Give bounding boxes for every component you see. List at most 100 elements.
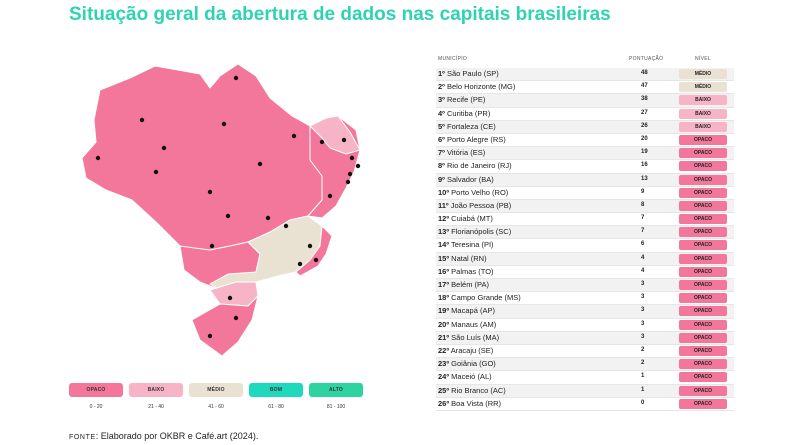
table-row: 14º Teresina (PI) 6 OPACO bbox=[436, 239, 734, 253]
row-rank: 26º bbox=[438, 398, 450, 408]
level-badge: OPACO bbox=[679, 134, 727, 145]
page-title: Situação geral da abertura de dados nas … bbox=[69, 4, 611, 25]
row-city-name: Porto Velho (RO) bbox=[449, 187, 509, 197]
level-badge: OPACO bbox=[679, 319, 727, 330]
level-badge: OPACO bbox=[679, 161, 727, 172]
table-row: 5º Fortaleza (CE) 26 BAIXO bbox=[436, 120, 734, 134]
capital-dots bbox=[95, 75, 361, 339]
table-row: 22º Aracaju (SE) 2 OPACO bbox=[436, 345, 734, 359]
row-city: 7º Vitória (ES) bbox=[438, 148, 485, 157]
legend-item: ALTO 81 - 100 bbox=[309, 383, 363, 410]
row-rank: 1º bbox=[438, 69, 445, 78]
legend-range: 0 - 20 bbox=[89, 404, 103, 410]
table-row: 16º Palmas (TO) 4 OPACO bbox=[436, 266, 734, 279]
table-row: 6º Porto Alegre (RS) 20 OPACO bbox=[436, 134, 734, 148]
table-row: 1º São Paulo (SP) 48 MÉDIO bbox=[436, 68, 734, 82]
row-score: 1 bbox=[641, 386, 645, 393]
row-score: 47 bbox=[641, 83, 648, 90]
row-city: 11º João Pessoa (PB) bbox=[438, 201, 511, 210]
legend-item: OPACO 0 - 20 bbox=[69, 383, 123, 410]
legend-item: MÉDIO 41 - 60 bbox=[189, 383, 243, 410]
table-row: 10º Porto Velho (RO) 9 OPACO bbox=[436, 187, 734, 200]
level-badge: OPACO bbox=[679, 148, 727, 159]
legend-swatch: MÉDIO bbox=[189, 383, 243, 397]
level-badge: OPACO bbox=[679, 359, 727, 370]
row-rank: 3º bbox=[438, 95, 445, 105]
row-score: 20 bbox=[641, 135, 648, 142]
row-city: 19º Macapá (AP) bbox=[438, 306, 495, 315]
row-score: 3 bbox=[641, 320, 645, 327]
table-row: 18º Campo Grande (MS) 3 OPACO bbox=[436, 292, 734, 306]
source-text: : Elaborado por OKBR e Café.art (2024). bbox=[95, 431, 259, 441]
table-row: 12º Cuiabá (MT) 7 OPACO bbox=[436, 213, 734, 227]
table-row: 19º Macapá (AP) 3 OPACO bbox=[436, 305, 734, 319]
row-city: 5º Fortaleza (CE) bbox=[438, 122, 496, 131]
capital-dot bbox=[225, 213, 231, 219]
capital-dot bbox=[139, 117, 145, 123]
map-region-baixo-ne bbox=[309, 115, 361, 155]
row-score: 7 bbox=[641, 215, 645, 222]
row-score: 3 bbox=[641, 333, 645, 340]
row-rank: 19º bbox=[438, 306, 450, 316]
table-row: 25º Rio Branco (AC) 1 OPACO bbox=[436, 384, 734, 398]
row-city-name: São Luís (MA) bbox=[449, 332, 500, 342]
table-row: 4º Curitiba (PR) 27 BAIXO bbox=[436, 108, 734, 121]
legend-item: BOM 61 - 80 bbox=[249, 383, 303, 410]
row-rank: 11º bbox=[438, 200, 449, 210]
table-row: 24º Maceió (AL) 1 OPACO bbox=[436, 371, 734, 385]
row-city-name: Cuiabá (MT) bbox=[449, 214, 493, 224]
row-city: 22º Aracaju (SE) bbox=[438, 346, 493, 355]
legend-range: 21 - 40 bbox=[148, 404, 164, 410]
row-city-name: Maceió (AL) bbox=[449, 372, 492, 382]
table-row: 23º Goiânia (GO) 2 OPACO bbox=[436, 358, 734, 372]
level-badge: BAIXO bbox=[679, 108, 727, 119]
row-score: 7 bbox=[641, 228, 645, 235]
row-score: 1 bbox=[641, 373, 645, 380]
row-score: 9 bbox=[641, 188, 645, 195]
row-score: 3 bbox=[641, 294, 645, 301]
capital-dot bbox=[265, 215, 271, 221]
row-score: 27 bbox=[641, 109, 648, 116]
row-score: 48 bbox=[641, 70, 648, 76]
legend-swatch: ALTO bbox=[309, 383, 363, 397]
ranking-table: MUNICÍPIO PONTUAÇÃO NÍVEL 1º São Paulo (… bbox=[436, 52, 734, 411]
capital-dot bbox=[349, 155, 355, 161]
table-row: 3º Recife (PE) 38 BAIXO bbox=[436, 94, 734, 108]
row-rank: 13º bbox=[438, 227, 450, 237]
capital-dot bbox=[207, 333, 213, 339]
row-rank: 23º bbox=[438, 359, 450, 369]
row-rank: 16º bbox=[438, 266, 450, 276]
row-city-name: Manaus (AM) bbox=[449, 319, 497, 329]
legend-swatch: BAIXO bbox=[129, 383, 183, 397]
row-score: 4 bbox=[641, 254, 645, 261]
row-city-name: João Pessoa (PB) bbox=[448, 200, 512, 210]
capital-dot bbox=[341, 137, 347, 143]
row-rank: 17º bbox=[438, 280, 450, 289]
row-rank: 10º bbox=[438, 187, 450, 197]
row-rank: 18º bbox=[438, 293, 450, 303]
row-score: 3 bbox=[641, 307, 645, 314]
table-row: 15º Natal (RN) 4 OPACO bbox=[436, 252, 734, 266]
capital-dot bbox=[297, 261, 303, 267]
row-city: 20º Manaus (AM) bbox=[438, 320, 496, 329]
row-city-name: Aracaju (SE) bbox=[449, 345, 494, 355]
row-city-name: Curitiba (PR) bbox=[444, 108, 491, 118]
legend-swatch: OPACO bbox=[69, 383, 123, 397]
table-row: 20º Manaus (AM) 3 OPACO bbox=[436, 319, 734, 332]
row-city: 16º Palmas (TO) bbox=[438, 267, 494, 276]
level-badge: OPACO bbox=[679, 253, 727, 264]
row-city: 6º Porto Alegre (RS) bbox=[438, 135, 506, 144]
row-city: 9º Salvador (BA) bbox=[438, 175, 494, 184]
row-score: 13 bbox=[641, 175, 648, 182]
map-region-southeast-medio bbox=[209, 215, 323, 291]
row-city: 17º Belém (PA) bbox=[438, 280, 489, 289]
row-city-name: Belém (PA) bbox=[449, 280, 489, 289]
row-rank: 22º bbox=[438, 345, 450, 355]
row-rank: 24º bbox=[438, 372, 450, 382]
row-city: 13º Florianópolis (SC) bbox=[438, 227, 511, 236]
row-score: 2 bbox=[641, 346, 645, 353]
brazil-map bbox=[81, 63, 361, 357]
row-score: 6 bbox=[641, 241, 645, 248]
row-city: 4º Curitiba (PR) bbox=[438, 109, 490, 118]
capital-dot bbox=[95, 155, 101, 161]
